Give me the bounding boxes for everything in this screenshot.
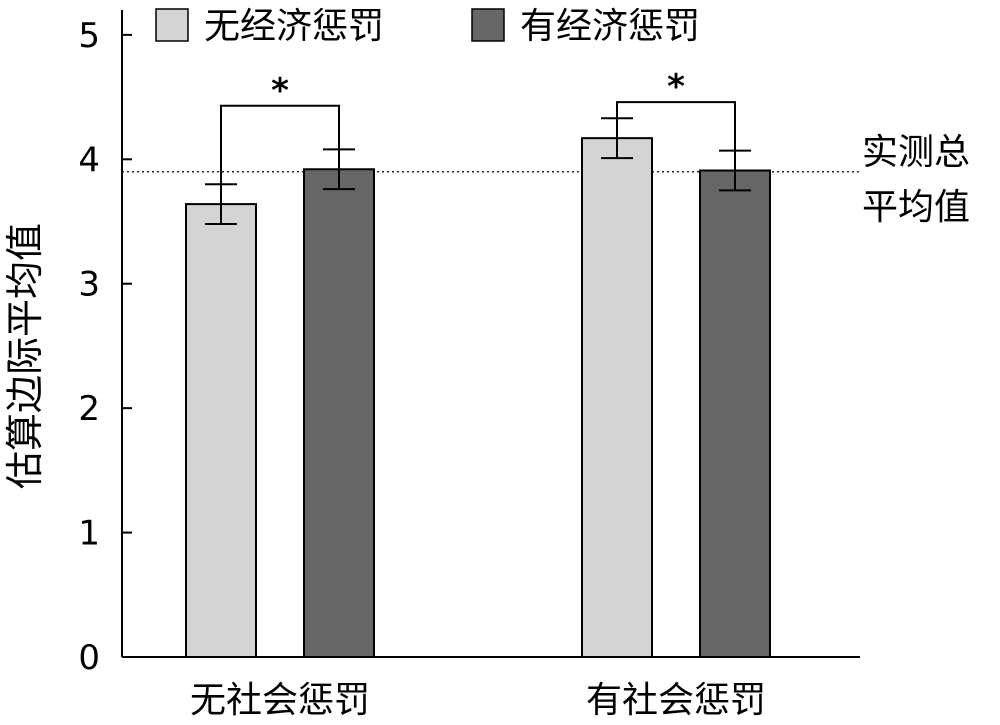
legend: 无经济惩罚 有经济惩罚	[155, 6, 700, 47]
y-tick-label-1: 1	[78, 514, 100, 554]
error-bars	[205, 117, 751, 226]
y-tick-label-4: 4	[78, 140, 100, 180]
y-tick-label-5: 5	[78, 16, 100, 56]
y-tick-label-0: 0	[78, 638, 100, 678]
reference-line-label-1: 实测总	[862, 132, 970, 173]
y-axis-title: 估算边际平均值	[3, 223, 47, 489]
significance-markers: * *	[220, 67, 736, 189]
bar-s2-c2	[699, 169, 771, 658]
y-tick-label-3: 3	[78, 265, 100, 305]
legend-swatch-2	[471, 8, 505, 42]
legend-label-1: 无经济惩罚	[204, 6, 384, 47]
significance-label-2: *	[667, 67, 685, 107]
y-axis: 0 1 2 3 4 5	[78, 10, 132, 678]
x-axis: 无社会惩罚 有社会惩罚	[122, 656, 860, 721]
x-category-label-2: 有社会惩罚	[586, 680, 766, 721]
reference-line-label-2: 平均值	[862, 187, 970, 228]
legend-swatch-1	[155, 8, 189, 42]
legend-label-2: 有经济惩罚	[520, 6, 700, 47]
bar-s1-c1	[185, 203, 257, 658]
significance-bracket-2	[616, 101, 736, 155]
y-tick-label-2: 2	[78, 389, 100, 429]
significance-bracket-1	[220, 104, 340, 189]
x-category-label-1: 无社会惩罚	[190, 680, 370, 721]
bars	[185, 137, 771, 658]
significance-label-1: *	[271, 71, 289, 111]
bar-s1-c2	[581, 137, 653, 658]
bar-s2-c1	[303, 168, 375, 658]
